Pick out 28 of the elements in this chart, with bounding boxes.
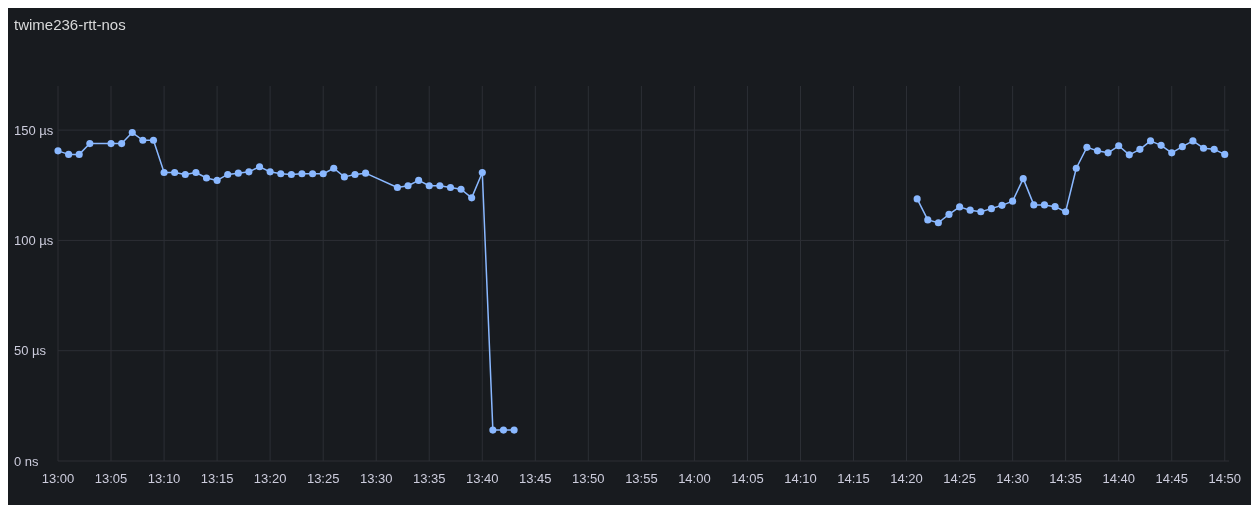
y-tick-label: 150 µs: [14, 122, 54, 138]
x-tick-label: 13:50: [572, 471, 605, 486]
y-tick-label: 50 µs: [14, 343, 47, 359]
x-tick-label: 14:45: [1155, 471, 1188, 486]
x-tick-label: 13:20: [253, 471, 287, 486]
y-tick-label: 100 µs: [14, 232, 54, 248]
x-tick-label: 13:55: [625, 471, 658, 486]
x-tick-label: 14:20: [890, 471, 923, 486]
x-tick-label: 13:15: [200, 471, 234, 486]
y-tick-label: 0 ns: [14, 453, 40, 469]
chart-title: twime236-rtt-nos: [14, 16, 126, 33]
x-tick-label: 14:30: [996, 471, 1029, 486]
x-tick-label: 13:25: [306, 471, 340, 486]
x-tick-label: 13:10: [147, 471, 181, 486]
x-tick-label: 13:30: [359, 471, 393, 486]
x-tick-label: 13:40: [466, 471, 499, 486]
x-tick-label: 14:10: [784, 471, 817, 486]
x-tick-label: 13:45: [519, 471, 552, 486]
x-tick-label: 14:40: [1102, 471, 1135, 486]
x-tick-label: 14:15: [837, 471, 870, 486]
x-tick-label: 14:25: [943, 471, 976, 486]
x-tick-label: 13:00: [41, 471, 75, 486]
x-tick-label: 13:05: [94, 471, 128, 486]
x-tick-label: 14:00: [678, 471, 711, 486]
x-tick-label: 14:35: [1049, 471, 1082, 486]
x-tick-label: 14:05: [731, 471, 764, 486]
x-tick-label: 13:35: [412, 471, 446, 486]
x-tick-label: 14:50: [1208, 471, 1242, 486]
